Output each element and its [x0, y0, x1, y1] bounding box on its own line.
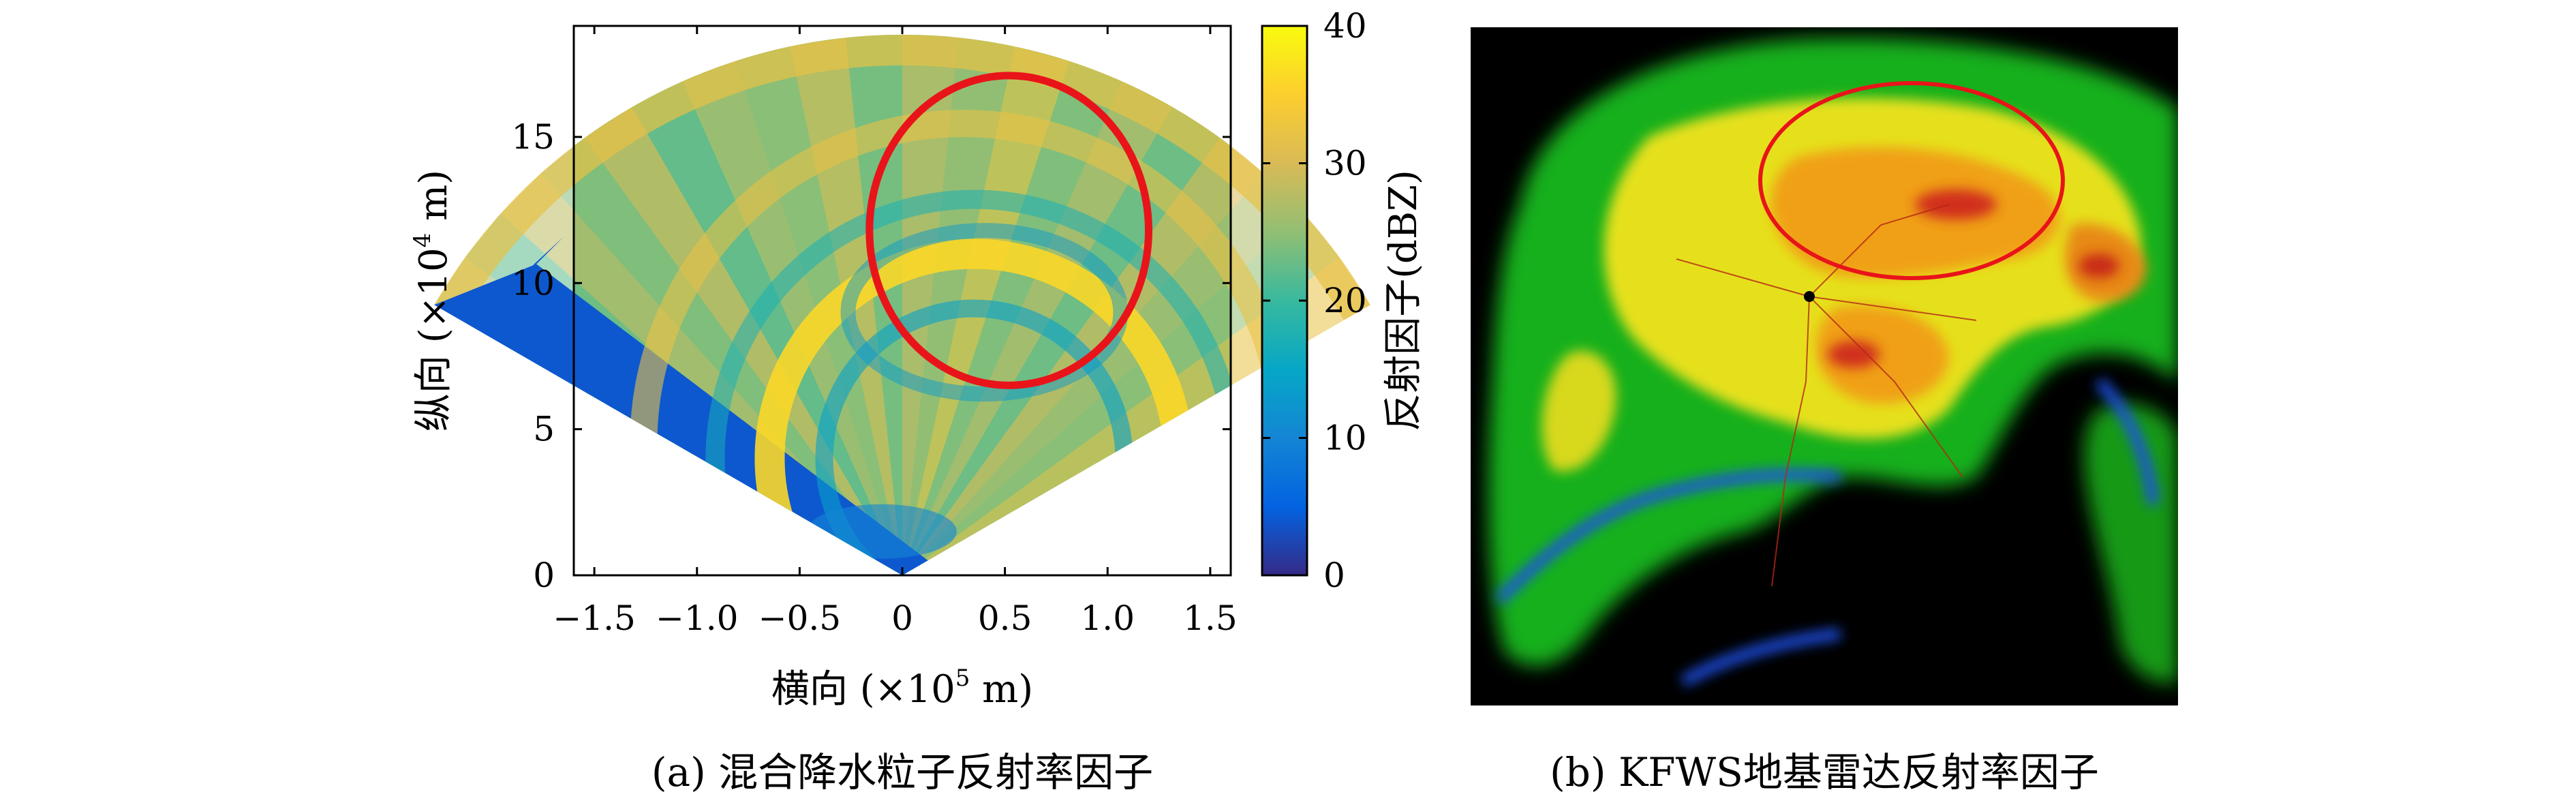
colorbar-tick-label: 40 — [1323, 6, 1367, 46]
sector-ray — [846, 34, 902, 575]
sector-ray — [632, 81, 902, 575]
x-tick-label: 0.5 — [978, 598, 1032, 638]
y-tick-label: 0 — [533, 556, 555, 595]
caption-b: (b) KFWS地基雷达反射率因子 — [1550, 749, 2099, 795]
x-axis-label-exponent: 5 — [955, 665, 970, 692]
y-tick-label: 10 — [511, 263, 555, 303]
radar-site-marker — [1804, 291, 1815, 302]
colorbar-tick-label: 30 — [1323, 144, 1367, 183]
radar-sector-reflectivity — [434, 34, 1370, 575]
outer-ring-band — [434, 34, 1370, 320]
x-axis-label-prefix: 横向 (×10 — [771, 667, 955, 712]
colorbar-tick-label: 10 — [1323, 419, 1367, 458]
x-tick-label: 1.5 — [1183, 598, 1238, 638]
y-tick-label: 5 — [533, 410, 555, 449]
panel-a-plot-area — [434, 25, 1370, 577]
sector-ray — [902, 34, 959, 575]
radar-echo-blue-edges — [1495, 378, 2159, 686]
radar-echo-red-cells — [1828, 189, 2119, 368]
x-tick-label: −0.5 — [758, 598, 841, 638]
y-axis-label: 纵向 (×104 m) — [409, 170, 456, 431]
sector-ray — [682, 61, 902, 575]
x-tick-label: 1.0 — [1080, 598, 1135, 638]
highlight-circle-a — [865, 72, 1153, 389]
x-axis-label: 横向 (×105 m) — [771, 665, 1033, 712]
colorbar-ticks: 0 10 20 30 40 — [1262, 6, 1367, 595]
low-reflectivity-edge — [434, 237, 564, 319]
colorbar-tick-label: 20 — [1323, 281, 1367, 320]
colorbar: 0 10 20 30 40 反射因子(dBZ) — [1261, 6, 1426, 595]
cyan-streak — [840, 223, 1129, 402]
y-axis-ticks: 0 5 10 15 — [511, 117, 1231, 595]
radar-echo-orange — [1770, 147, 2147, 404]
x-tick-label: −1.0 — [656, 598, 738, 638]
y-tick-label: 15 — [511, 117, 555, 157]
colorbar-label: 反射因子(dBZ) — [1381, 170, 1426, 431]
x-axis-ticks: −1.5 −1.0 −0.5 0 0.5 1.0 1.5 — [553, 26, 1238, 638]
highlight-circle-b — [1758, 81, 2065, 280]
x-axis-label-suffix: m) — [970, 667, 1033, 712]
x-tick-label: −1.5 — [553, 598, 635, 638]
low-reflectivity-edge — [434, 264, 930, 575]
x-tick-label: 0 — [891, 598, 913, 638]
sector-ray — [540, 138, 902, 575]
y-axis-label-exponent: 4 — [409, 233, 436, 248]
radar-image — [1471, 27, 2178, 705]
y-axis-label-prefix: 纵向 (×10 — [412, 247, 456, 431]
caption-a: (a) 混合降水粒子反射率因子 — [651, 749, 1153, 795]
panel-b: (b) KFWS地基雷达反射率因子 — [1471, 27, 2178, 795]
y-axis-label-suffix: m) — [412, 170, 456, 233]
colorbar-tick-label: 0 — [1323, 556, 1345, 595]
